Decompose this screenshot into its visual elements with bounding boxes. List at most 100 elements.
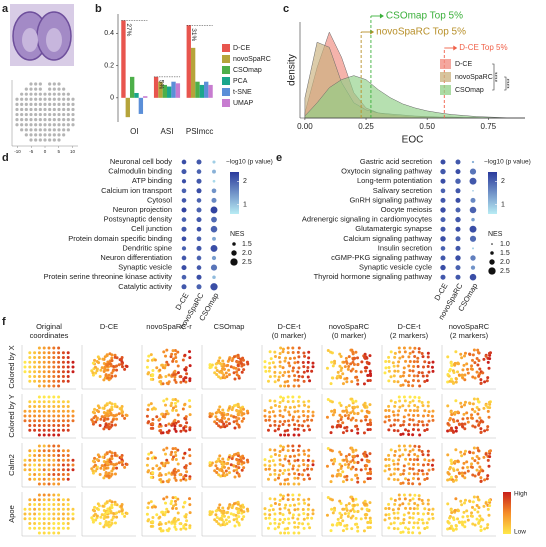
spot: [470, 511, 474, 515]
spot: [296, 399, 300, 403]
spot: [161, 464, 165, 468]
dot: [440, 264, 446, 271]
spot: [188, 379, 192, 383]
spot: [173, 424, 177, 428]
spot: [461, 425, 465, 429]
spot: [384, 458, 388, 462]
spot: [365, 507, 369, 511]
spot: [417, 494, 421, 498]
spot: [278, 507, 282, 511]
spot: [236, 461, 240, 465]
spot: [23, 468, 27, 472]
spot: [91, 361, 95, 365]
spot: [463, 525, 467, 529]
spot: [404, 526, 408, 530]
spot: [47, 351, 51, 355]
spot: [61, 360, 65, 364]
spot: [333, 361, 337, 365]
spot: [48, 97, 52, 101]
spot: [236, 451, 240, 455]
spot: [296, 507, 300, 511]
spot: [48, 118, 52, 122]
spot: [100, 513, 104, 517]
spot: [286, 493, 290, 497]
spot: [307, 448, 311, 452]
spot: [292, 531, 296, 535]
spot: [268, 361, 272, 365]
spot: [420, 449, 424, 453]
colorbar-tick-label: 1: [243, 202, 247, 209]
spot: [344, 408, 348, 412]
spot: [102, 427, 106, 431]
spot: [173, 352, 177, 356]
spot: [463, 449, 467, 453]
spot: [360, 507, 364, 511]
spot: [488, 406, 492, 410]
spot: [483, 478, 487, 482]
spot: [61, 379, 65, 383]
spot: [176, 469, 180, 473]
spot: [66, 507, 70, 511]
spot: [281, 464, 285, 468]
spot: [398, 454, 402, 458]
spot: [412, 413, 416, 417]
legend-label: CSOmap: [455, 87, 484, 94]
spot: [213, 420, 217, 424]
spot: [306, 513, 310, 517]
spot: [301, 424, 305, 428]
spot: [158, 417, 162, 421]
spot: [286, 482, 290, 486]
spot: [37, 454, 41, 457]
spot: [384, 366, 388, 370]
spot: [418, 482, 422, 486]
bar: [175, 83, 181, 98]
spot: [125, 512, 129, 516]
dot: [469, 235, 477, 242]
spot: [360, 360, 364, 364]
spot: [165, 446, 169, 450]
spot: [37, 463, 41, 467]
spot: [350, 478, 354, 482]
spot: [42, 428, 46, 432]
spot: [411, 399, 415, 403]
spot: [171, 357, 175, 361]
spot: [184, 415, 188, 419]
spot: [350, 527, 354, 531]
spot: [120, 507, 124, 511]
spot: [52, 356, 56, 359]
term-label: ATP binding: [132, 176, 172, 185]
spot: [448, 379, 452, 383]
spot: [488, 357, 492, 361]
spot: [184, 417, 188, 421]
spot: [226, 359, 230, 363]
spot: [48, 107, 52, 112]
spot: [93, 463, 97, 467]
spot: [42, 365, 46, 369]
spot: [28, 351, 32, 355]
spot: [355, 522, 359, 526]
spot: [426, 355, 430, 359]
size-legend-label: 2.0: [242, 250, 252, 257]
spot: [213, 371, 217, 375]
spot: [359, 370, 363, 374]
spot: [362, 431, 366, 435]
spot: [33, 522, 37, 525]
spot: [57, 346, 61, 350]
spot: [293, 521, 297, 525]
spot: [475, 504, 479, 508]
spot: [486, 360, 490, 364]
spot: [33, 503, 37, 506]
spot: [108, 450, 112, 454]
spot: [465, 509, 469, 513]
spot: [481, 420, 485, 424]
spot: [359, 419, 363, 423]
spot: [37, 507, 41, 511]
spot: [297, 482, 301, 486]
spot: [179, 380, 183, 384]
spot: [416, 379, 420, 383]
spot: [62, 112, 66, 117]
spot: [57, 360, 61, 364]
spot: [236, 510, 240, 514]
threshold-arrowhead: [453, 45, 458, 51]
spot: [463, 427, 467, 431]
